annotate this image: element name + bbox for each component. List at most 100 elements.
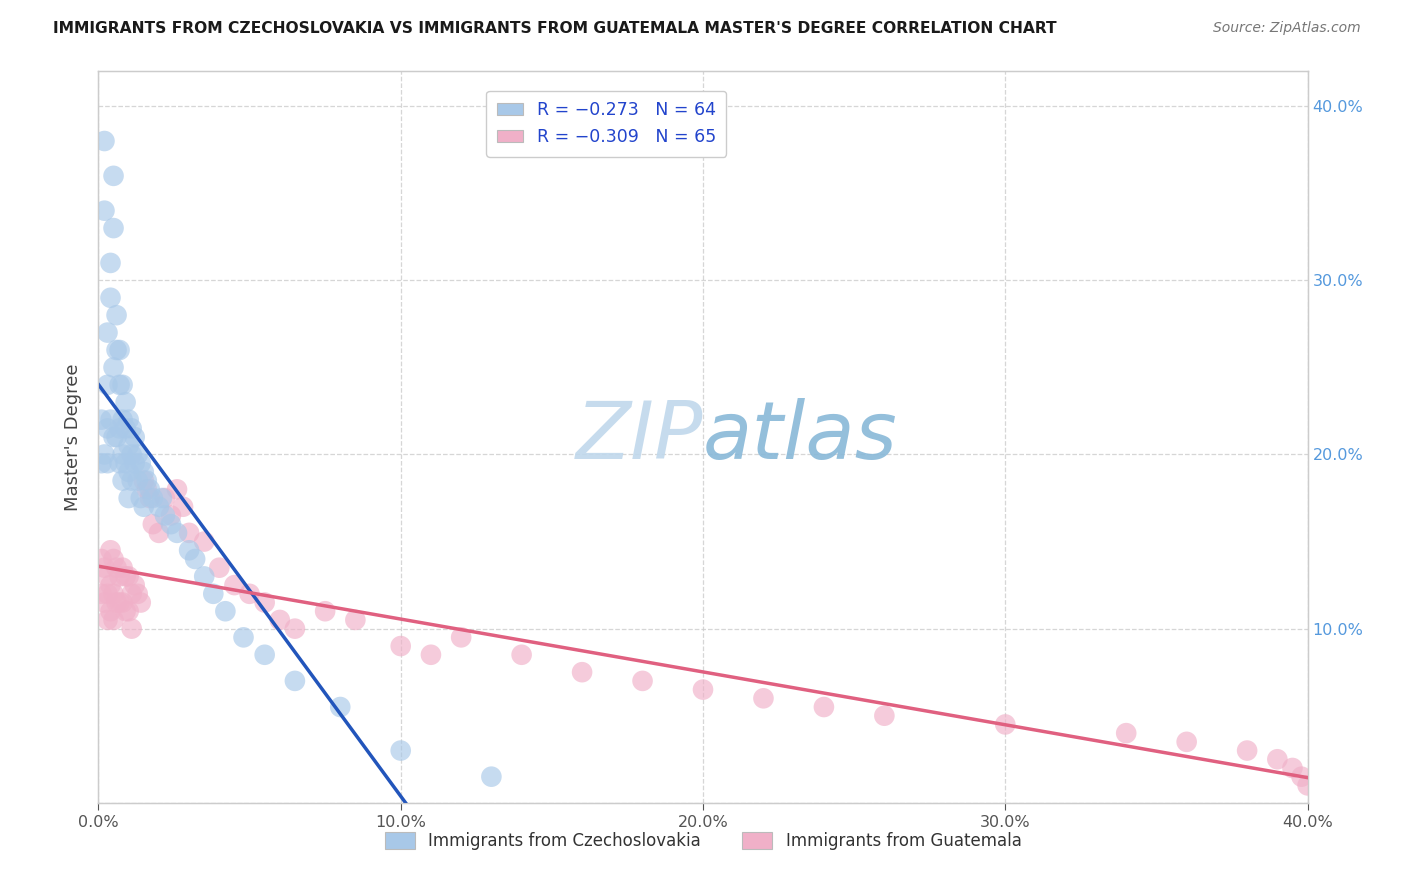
Text: atlas: atlas xyxy=(703,398,898,476)
Text: Source: ZipAtlas.com: Source: ZipAtlas.com xyxy=(1213,21,1361,36)
Point xyxy=(127,587,149,601)
Point xyxy=(631,673,654,688)
Point xyxy=(389,743,412,757)
Point xyxy=(96,613,118,627)
Point xyxy=(208,560,231,574)
Point xyxy=(232,631,254,645)
Point xyxy=(160,517,183,532)
Point xyxy=(100,578,122,592)
Point xyxy=(105,430,128,444)
Point xyxy=(166,483,188,497)
Point xyxy=(121,474,143,488)
Point xyxy=(481,770,503,784)
Point xyxy=(103,360,125,375)
Point xyxy=(100,604,122,618)
Point xyxy=(105,560,128,574)
Point xyxy=(93,595,115,609)
Point xyxy=(269,613,291,627)
Point xyxy=(118,604,141,618)
Point xyxy=(284,673,307,688)
Point xyxy=(193,569,215,583)
Point xyxy=(132,500,155,514)
Point xyxy=(103,221,125,235)
Point xyxy=(132,465,155,479)
Point xyxy=(118,465,141,479)
Point xyxy=(108,343,131,357)
Point xyxy=(994,717,1017,731)
Point xyxy=(193,534,215,549)
Point xyxy=(93,203,115,218)
Point xyxy=(111,560,134,574)
Point xyxy=(121,421,143,435)
Point xyxy=(129,595,152,609)
Point xyxy=(166,525,188,540)
Point xyxy=(1236,743,1258,757)
Point xyxy=(153,491,176,505)
Point xyxy=(1281,761,1303,775)
Point xyxy=(142,517,165,532)
Point xyxy=(179,525,201,540)
Point xyxy=(813,700,835,714)
Point xyxy=(692,682,714,697)
Point xyxy=(132,474,155,488)
Point xyxy=(142,491,165,505)
Point xyxy=(105,308,128,322)
Point xyxy=(100,256,122,270)
Point xyxy=(1115,726,1137,740)
Point xyxy=(105,595,128,609)
Point xyxy=(420,648,443,662)
Point xyxy=(118,491,141,505)
Point xyxy=(100,412,122,426)
Point xyxy=(139,483,162,497)
Point xyxy=(127,474,149,488)
Point xyxy=(450,631,472,645)
Point xyxy=(114,604,136,618)
Point xyxy=(96,326,118,340)
Point xyxy=(239,587,262,601)
Point xyxy=(118,569,141,583)
Point xyxy=(148,525,170,540)
Point xyxy=(111,448,134,462)
Point xyxy=(214,604,236,618)
Point xyxy=(314,604,336,618)
Point xyxy=(114,421,136,435)
Legend: Immigrants from Czechoslovakia, Immigrants from Guatemala: Immigrants from Czechoslovakia, Immigran… xyxy=(378,825,1028,856)
Point xyxy=(105,343,128,357)
Point xyxy=(184,552,207,566)
Point xyxy=(96,587,118,601)
Point xyxy=(139,491,162,505)
Point xyxy=(93,448,115,462)
Point xyxy=(114,395,136,409)
Point xyxy=(121,622,143,636)
Point xyxy=(389,639,412,653)
Point xyxy=(135,474,157,488)
Point xyxy=(127,448,149,462)
Point xyxy=(103,613,125,627)
Y-axis label: Master's Degree: Master's Degree xyxy=(65,363,83,511)
Text: IMMIGRANTS FROM CZECHOSLOVAKIA VS IMMIGRANTS FROM GUATEMALA MASTER'S DEGREE CORR: IMMIGRANTS FROM CZECHOSLOVAKIA VS IMMIGR… xyxy=(53,21,1057,37)
Point xyxy=(108,456,131,470)
Text: ZIP: ZIP xyxy=(575,398,703,476)
Point xyxy=(111,377,134,392)
Point xyxy=(114,569,136,583)
Point xyxy=(224,578,246,592)
Point xyxy=(510,648,533,662)
Point xyxy=(253,595,276,609)
Point xyxy=(93,560,115,574)
Point xyxy=(253,648,276,662)
Point xyxy=(111,595,134,609)
Point xyxy=(172,500,194,514)
Point xyxy=(135,483,157,497)
Point xyxy=(103,169,125,183)
Point xyxy=(124,456,146,470)
Point xyxy=(148,500,170,514)
Point xyxy=(179,543,201,558)
Point xyxy=(103,587,125,601)
Point xyxy=(103,430,125,444)
Point xyxy=(90,587,112,601)
Point xyxy=(108,377,131,392)
Point xyxy=(111,412,134,426)
Point xyxy=(284,622,307,636)
Point xyxy=(124,578,146,592)
Point xyxy=(329,700,352,714)
